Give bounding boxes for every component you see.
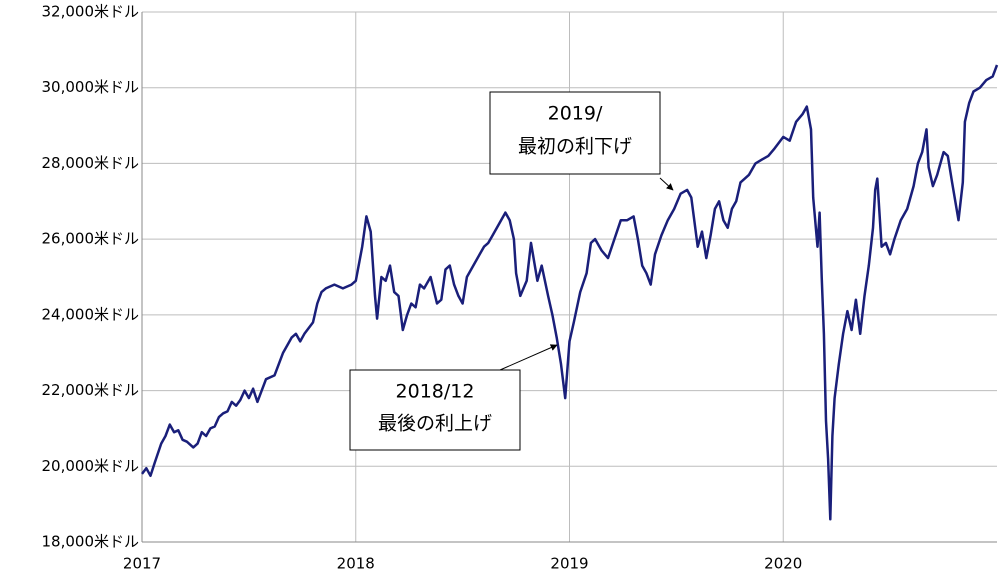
annotation-text: 2018/12 <box>396 381 475 403</box>
y-tick-label: 24,000米ドル <box>42 305 140 323</box>
annotation-text: 2019/ <box>548 103 603 125</box>
y-tick-label: 22,000米ドル <box>42 381 140 399</box>
annotation-text: 最後の利上げ <box>378 413 492 435</box>
x-tick-label: 2017 <box>123 555 161 573</box>
annotation-arrow <box>499 344 558 371</box>
y-tick-label: 26,000米ドル <box>42 230 140 248</box>
annotation-text: 最初の利下げ <box>518 136 632 158</box>
annotation-box <box>489 91 661 175</box>
x-tick-label: 2019 <box>550 555 588 573</box>
annotation-arrow <box>659 177 674 191</box>
y-tick-label: 32,000米ドル <box>42 3 140 21</box>
x-tick-label: 2020 <box>764 555 802 573</box>
y-tick-label: 18,000米ドル <box>42 533 140 551</box>
y-tick-label: 20,000米ドル <box>42 457 140 475</box>
y-tick-label: 30,000米ドル <box>42 78 140 96</box>
line <box>141 64 999 521</box>
plot <box>141 64 999 521</box>
annotation: 2019/ 最初の利下げ 2018/12 最後の利上げ <box>349 91 674 451</box>
x-tick-label: 2018 <box>337 555 375 573</box>
annotation-box <box>349 369 521 451</box>
y-tick-label: 28,000米ドル <box>42 154 140 172</box>
